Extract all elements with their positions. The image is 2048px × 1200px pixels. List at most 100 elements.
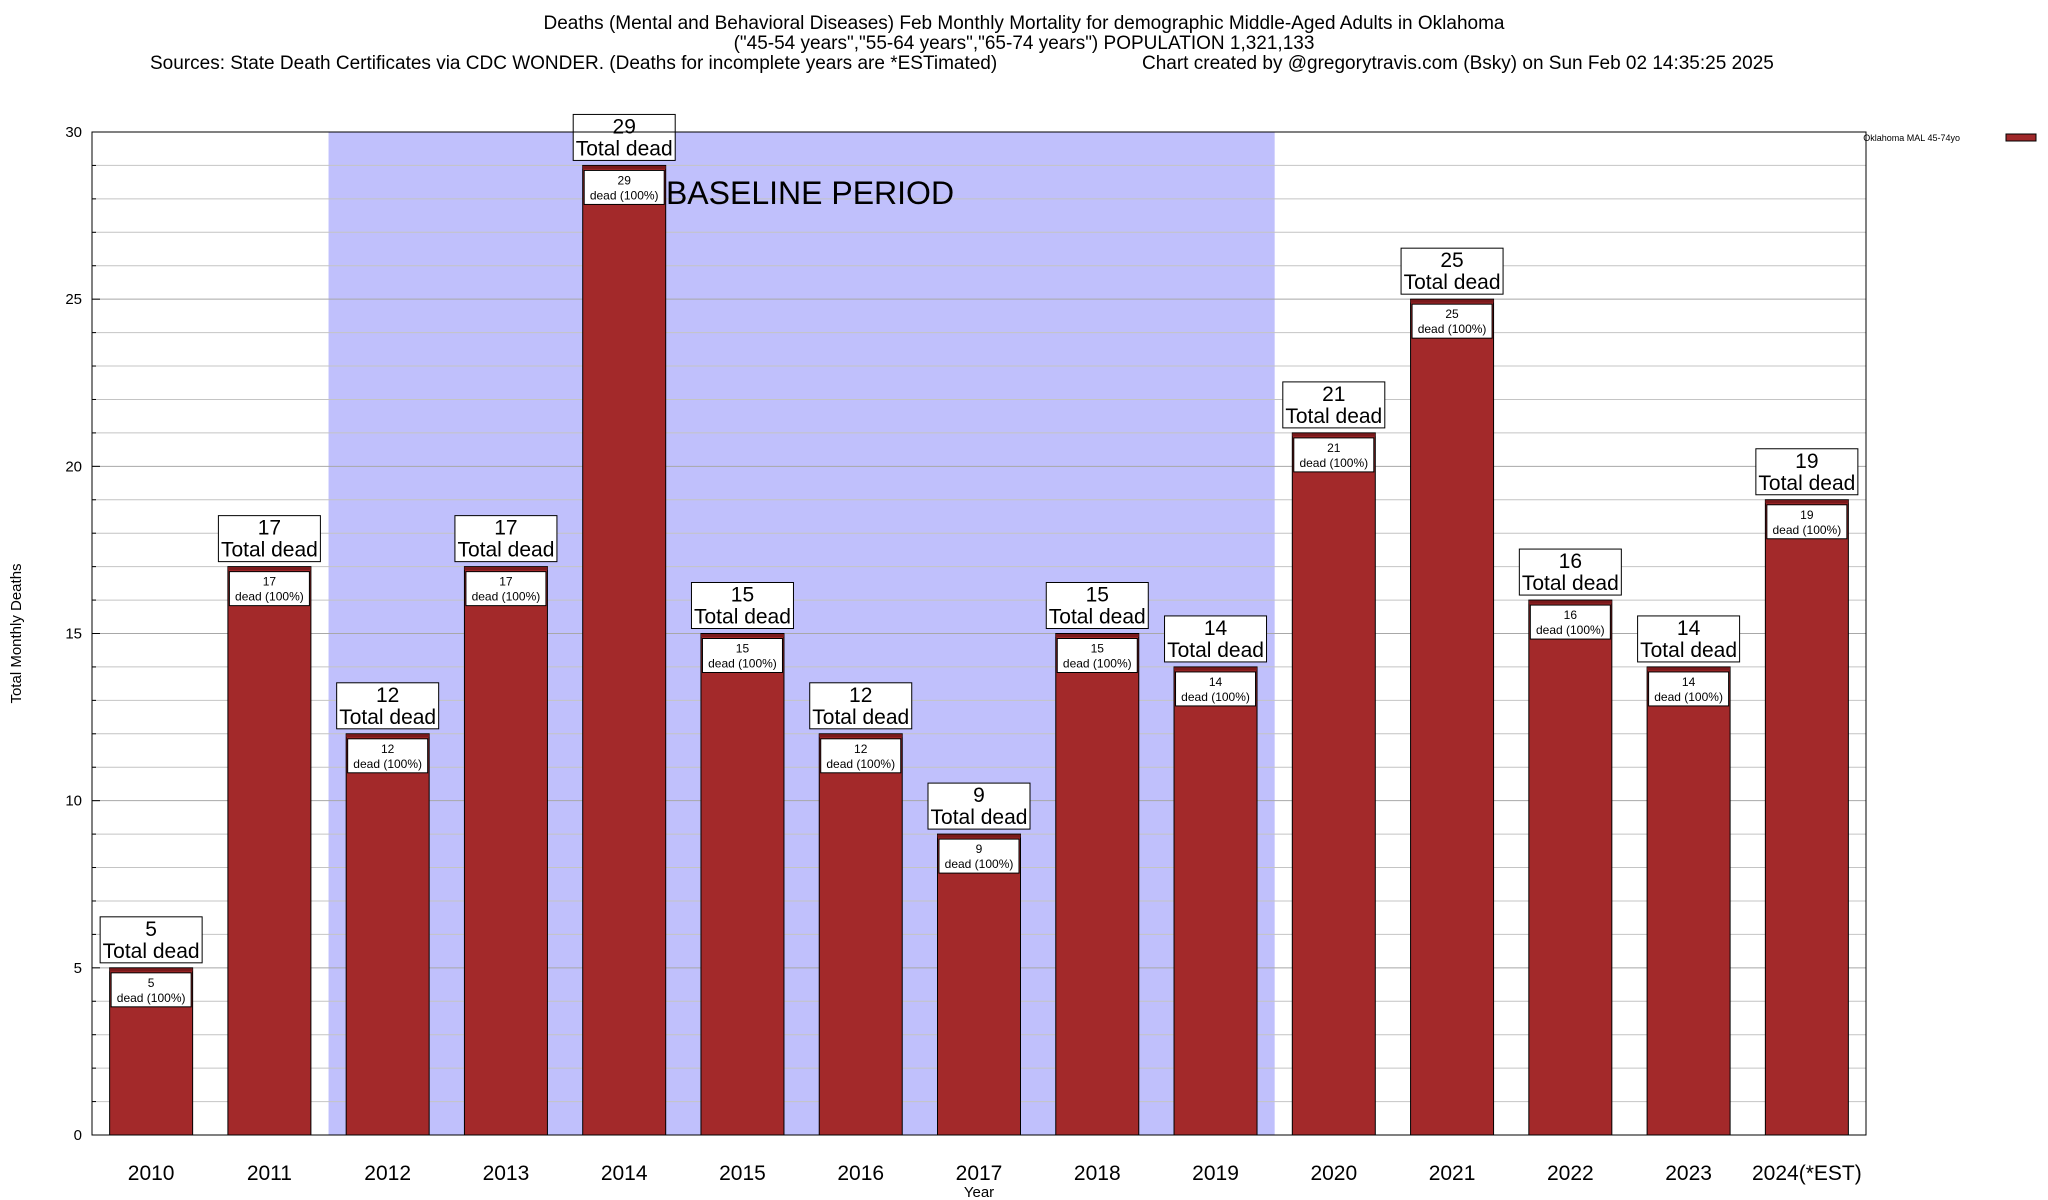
bar-2015 bbox=[700, 633, 785, 1136]
bar-2024(*EST) bbox=[1764, 499, 1849, 1136]
y-tick-label: 5 bbox=[74, 960, 82, 977]
total-value-label: 16 bbox=[1559, 550, 1582, 573]
x-tick-label: 2013 bbox=[483, 1162, 530, 1185]
inner-label-box bbox=[228, 571, 310, 607]
inner-value-label: 14 bbox=[1682, 675, 1696, 689]
y-tick-label: 25 bbox=[65, 291, 82, 308]
total-label-box bbox=[1400, 247, 1504, 295]
bar-2014 bbox=[582, 164, 667, 1136]
total-label-box bbox=[99, 916, 203, 964]
x-tick-label: 2015 bbox=[719, 1162, 766, 1185]
bar-2022 bbox=[1528, 599, 1613, 1136]
inner-label-box bbox=[820, 738, 902, 774]
total-value-label: 29 bbox=[613, 115, 636, 138]
total-label-box bbox=[809, 682, 913, 730]
inner-value-label: 15 bbox=[736, 642, 750, 656]
legend-label: Oklahoma MAL 45-74yo bbox=[1863, 133, 1960, 143]
y-axis-label: Total Monthly Deaths bbox=[8, 563, 25, 703]
total-label-box bbox=[690, 582, 794, 629]
inner-label-box bbox=[110, 972, 192, 1008]
total-value-label: 14 bbox=[1677, 617, 1701, 640]
x-tick-label: 2022 bbox=[1547, 1162, 1594, 1185]
total-label-box bbox=[572, 113, 676, 161]
total-value-label: 9 bbox=[973, 784, 985, 807]
inner-pct-label: dead (100%) bbox=[1773, 523, 1842, 537]
total-label-box bbox=[1637, 615, 1741, 663]
x-tick-label: 2014 bbox=[601, 1162, 648, 1185]
inner-value-label: 17 bbox=[499, 575, 513, 589]
y-tick-label: 20 bbox=[65, 458, 82, 475]
total-text-label: Total dead bbox=[812, 706, 909, 729]
inner-value-label: 12 bbox=[381, 742, 395, 756]
total-value-label: 14 bbox=[1204, 617, 1228, 640]
y-tick-label: 30 bbox=[65, 124, 82, 141]
sources-note: Sources: State Death Certificates via CD… bbox=[150, 53, 998, 74]
inner-label-box bbox=[701, 638, 783, 673]
total-text-label: Total dead bbox=[1758, 472, 1855, 495]
inner-label-box bbox=[1175, 671, 1257, 707]
x-tick-label: 2011 bbox=[247, 1162, 292, 1185]
x-tick-label: 2018 bbox=[1074, 1162, 1121, 1185]
inner-label-box bbox=[347, 738, 429, 774]
total-text-label: Total dead bbox=[1167, 639, 1264, 662]
total-text-label: Total dead bbox=[457, 539, 554, 562]
total-text-label: Total dead bbox=[339, 706, 436, 729]
total-value-label: 21 bbox=[1322, 383, 1345, 406]
bar-2011 bbox=[227, 566, 312, 1136]
inner-label-box bbox=[1056, 638, 1138, 673]
bar-2020 bbox=[1291, 432, 1376, 1136]
total-label-box bbox=[927, 782, 1031, 830]
total-value-label: 15 bbox=[1086, 584, 1109, 607]
inner-value-label: 14 bbox=[1209, 675, 1223, 689]
legend-swatch bbox=[2005, 133, 2037, 142]
total-text-label: Total dead bbox=[576, 137, 673, 160]
inner-pct-label: dead (100%) bbox=[590, 188, 659, 202]
x-tick-label: 2020 bbox=[1310, 1162, 1357, 1185]
inner-value-label: 17 bbox=[263, 575, 277, 589]
inner-pct-label: dead (100%) bbox=[1654, 690, 1723, 704]
inner-pct-label: dead (100%) bbox=[1063, 657, 1132, 671]
inner-pct-label: dead (100%) bbox=[1181, 690, 1250, 704]
total-value-label: 19 bbox=[1795, 450, 1818, 473]
y-tick-label: 10 bbox=[65, 793, 82, 810]
x-tick-label: 2010 bbox=[128, 1162, 175, 1185]
inner-value-label: 16 bbox=[1564, 608, 1578, 622]
title-line-1: Deaths (Mental and Behavioral Diseases) … bbox=[543, 13, 1505, 34]
bar-2023 bbox=[1646, 666, 1731, 1136]
total-value-label: 17 bbox=[258, 517, 281, 540]
inner-label-box bbox=[1411, 303, 1493, 339]
inner-label-box bbox=[1648, 671, 1730, 707]
inner-label-box bbox=[1293, 437, 1375, 473]
inner-pct-label: dead (100%) bbox=[235, 590, 304, 604]
bar-2019 bbox=[1173, 666, 1258, 1136]
bar-2017 bbox=[937, 833, 1021, 1136]
total-label-box bbox=[1518, 548, 1622, 596]
total-value-label: 25 bbox=[1440, 249, 1463, 272]
x-axis-label: Year bbox=[964, 1184, 994, 1200]
inner-label-box bbox=[465, 571, 547, 607]
inner-pct-label: dead (100%) bbox=[708, 657, 777, 671]
total-label-box bbox=[1282, 381, 1386, 429]
total-text-label: Total dead bbox=[1049, 606, 1146, 629]
total-text-label: Total dead bbox=[103, 940, 200, 963]
baseline-label: BASELINE PERIOD bbox=[666, 175, 954, 211]
x-tick-label: 2012 bbox=[364, 1162, 411, 1185]
chart-title: Deaths (Mental and Behavioral Diseases) … bbox=[0, 14, 2048, 54]
x-tick-label: 2019 bbox=[1192, 1162, 1239, 1185]
bar-2021 bbox=[1410, 298, 1495, 1136]
bar-2013 bbox=[463, 566, 548, 1136]
inner-value-label: 19 bbox=[1800, 508, 1814, 522]
total-text-label: Total dead bbox=[1640, 639, 1737, 662]
y-tick-label: 15 bbox=[65, 626, 82, 643]
inner-value-label: 21 bbox=[1327, 441, 1341, 455]
total-label-box bbox=[217, 515, 321, 563]
bar-2016 bbox=[818, 733, 903, 1136]
total-text-label: Total dead bbox=[1522, 572, 1619, 595]
inner-value-label: 25 bbox=[1445, 307, 1459, 321]
inner-value-label: 15 bbox=[1091, 642, 1105, 656]
inner-pct-label: dead (100%) bbox=[826, 757, 895, 771]
total-label-box bbox=[336, 682, 440, 730]
total-label-box bbox=[454, 515, 558, 563]
inner-pct-label: dead (100%) bbox=[472, 590, 541, 604]
